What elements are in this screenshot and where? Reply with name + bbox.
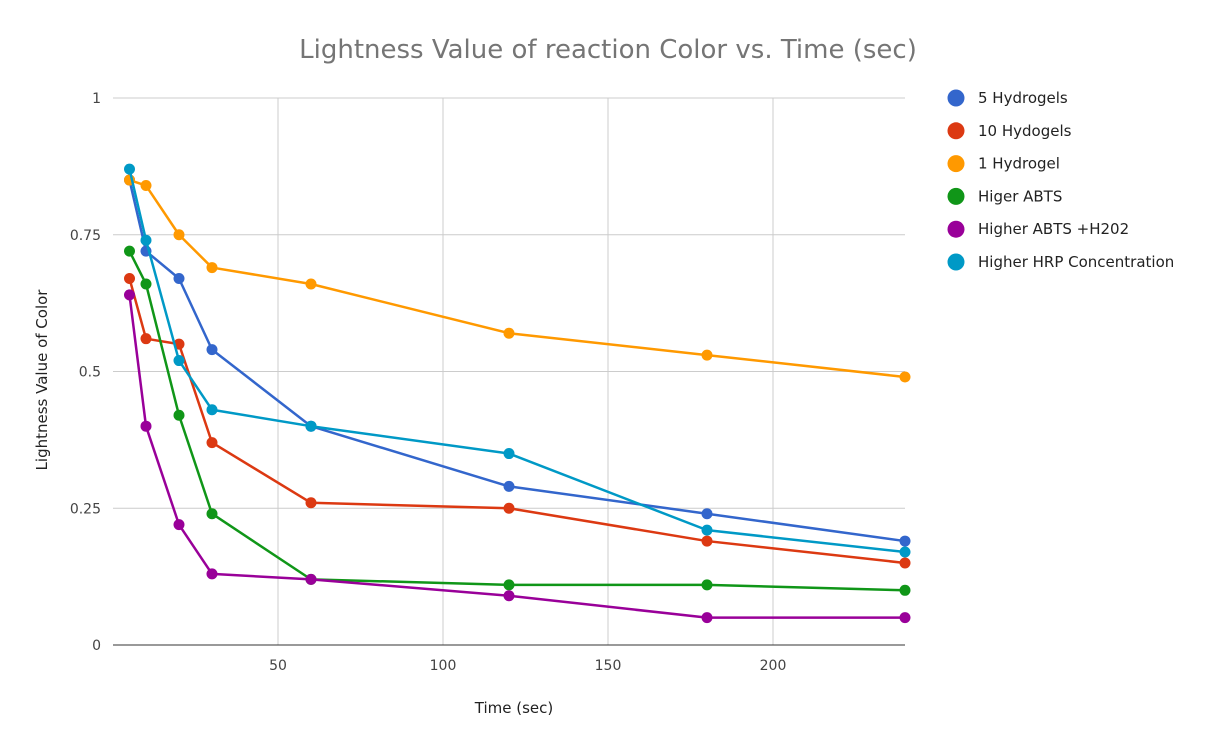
data-point [503, 480, 515, 492]
data-point [206, 437, 218, 449]
data-point [206, 508, 218, 520]
data-point [140, 420, 152, 432]
x-tick-label: 200 [760, 658, 787, 674]
data-point [701, 524, 713, 536]
series-5 [124, 163, 911, 558]
y-tick-label: 1 [92, 91, 101, 107]
data-point [140, 180, 152, 192]
data-point [173, 229, 185, 241]
legend-label: Higher HRP Concentration [978, 253, 1174, 271]
data-point [206, 344, 218, 356]
data-point [124, 289, 135, 301]
data-point [899, 546, 911, 558]
data-point [305, 278, 317, 290]
series-line [128, 250, 906, 592]
data-point [206, 568, 218, 580]
series-line [128, 294, 905, 619]
series-lines [124, 163, 911, 624]
data-point [701, 612, 713, 624]
data-point [899, 535, 911, 547]
legend-item: 10 Hydogels [947, 122, 1072, 140]
series-line [129, 178, 906, 379]
data-point [701, 349, 713, 361]
legend-swatch [947, 155, 965, 173]
legend: 5 Hydrogels 10 Hydogels 1 Hydrogel Higer AB… [947, 89, 1174, 271]
legend-item: Higer ABTS [947, 187, 1062, 205]
legend-label: 10 Hydogels [978, 122, 1072, 140]
data-point [503, 579, 515, 591]
legend-swatch [947, 89, 965, 107]
legend-label: Higher ABTS +H202 [978, 220, 1129, 238]
legend-swatch [947, 122, 965, 140]
legend-item: Higher HRP Concentration [947, 253, 1174, 271]
legend-swatch [947, 220, 965, 238]
x-tick-label: 100 [430, 658, 457, 674]
data-point [173, 355, 185, 367]
series-3 [124, 245, 911, 596]
gridlines [113, 97, 905, 645]
data-point [503, 590, 515, 602]
data-point [701, 535, 713, 547]
series-line [128, 278, 906, 565]
data-point [140, 234, 152, 246]
x-tick-label: 50 [269, 658, 287, 674]
legend-item: Higher ABTS +H202 [947, 220, 1129, 238]
data-point [305, 573, 317, 585]
series-line [128, 168, 906, 554]
series-0 [124, 174, 911, 547]
data-point [899, 371, 911, 383]
data-point [173, 409, 185, 421]
legend-swatch [947, 187, 965, 205]
y-axis-title: Lightness Value of Color [33, 289, 51, 471]
y-tick-label: 0.25 [70, 501, 101, 517]
data-point [173, 519, 185, 531]
chart-title: Lightness Value of reaction Color vs. Ti… [299, 35, 917, 65]
legend-item: 1 Hydrogel [947, 155, 1060, 173]
series-2 [124, 174, 911, 383]
data-point [899, 557, 911, 569]
data-point [305, 497, 317, 509]
legend-label: Higer ABTS [978, 187, 1062, 205]
y-tick-label: 0.5 [79, 365, 101, 381]
data-point [124, 163, 135, 175]
data-point [140, 278, 152, 290]
data-point [701, 579, 713, 591]
data-point [173, 273, 185, 285]
data-point [899, 612, 911, 624]
data-point [305, 420, 317, 432]
data-point [206, 262, 218, 274]
data-point [503, 502, 515, 514]
legend-label: 1 Hydrogel [978, 155, 1060, 173]
data-point [124, 245, 135, 257]
data-point [899, 584, 911, 596]
series-line [128, 179, 906, 543]
y-tick-label: 0 [92, 638, 101, 654]
legend-label: 5 Hydrogels [978, 89, 1068, 107]
series-4 [124, 289, 911, 624]
series-1 [124, 273, 911, 569]
y-tick-label: 0.75 [70, 228, 101, 244]
data-point [503, 448, 515, 460]
data-point [701, 508, 713, 520]
data-point [206, 404, 218, 416]
data-point [140, 333, 152, 345]
data-point [124, 273, 135, 285]
data-point [503, 327, 515, 339]
legend-item: 5 Hydrogels [947, 89, 1068, 107]
x-tick-label: 150 [595, 658, 622, 674]
legend-swatch [947, 253, 965, 271]
x-axis-title: Time (sec) [474, 699, 553, 717]
